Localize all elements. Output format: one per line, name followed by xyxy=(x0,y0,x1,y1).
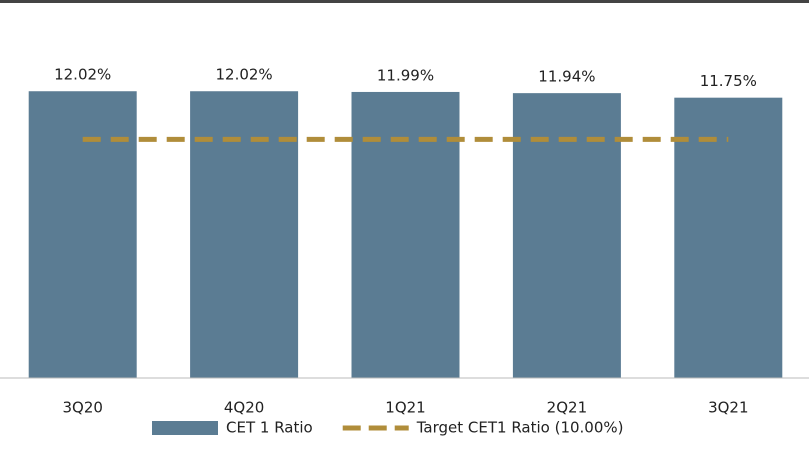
bar xyxy=(28,91,137,378)
legend-label: Target CET1 Ratio (10.00%) xyxy=(416,419,624,437)
bar xyxy=(674,97,783,378)
data-label: 12.02% xyxy=(54,66,111,84)
data-label: 11.94% xyxy=(538,68,595,86)
x-tick-label: 3Q20 xyxy=(62,399,102,417)
x-tick-label: 2Q21 xyxy=(547,399,587,417)
bar xyxy=(351,91,460,379)
x-tick-label: 3Q21 xyxy=(708,399,748,417)
x-tick-label: 1Q21 xyxy=(385,399,425,417)
x-tick-label: 4Q20 xyxy=(224,399,264,417)
data-label: 11.75% xyxy=(700,72,757,90)
top-rule xyxy=(0,0,809,3)
legend-label: CET 1 Ratio xyxy=(226,419,313,437)
bar xyxy=(512,93,621,378)
legend-swatch xyxy=(152,421,218,435)
data-label: 11.99% xyxy=(377,66,434,84)
data-label: 12.02% xyxy=(215,66,272,84)
legend: CET 1 Ratio Target CET1 Ratio (10.00%) xyxy=(152,419,624,437)
bar xyxy=(190,91,299,378)
